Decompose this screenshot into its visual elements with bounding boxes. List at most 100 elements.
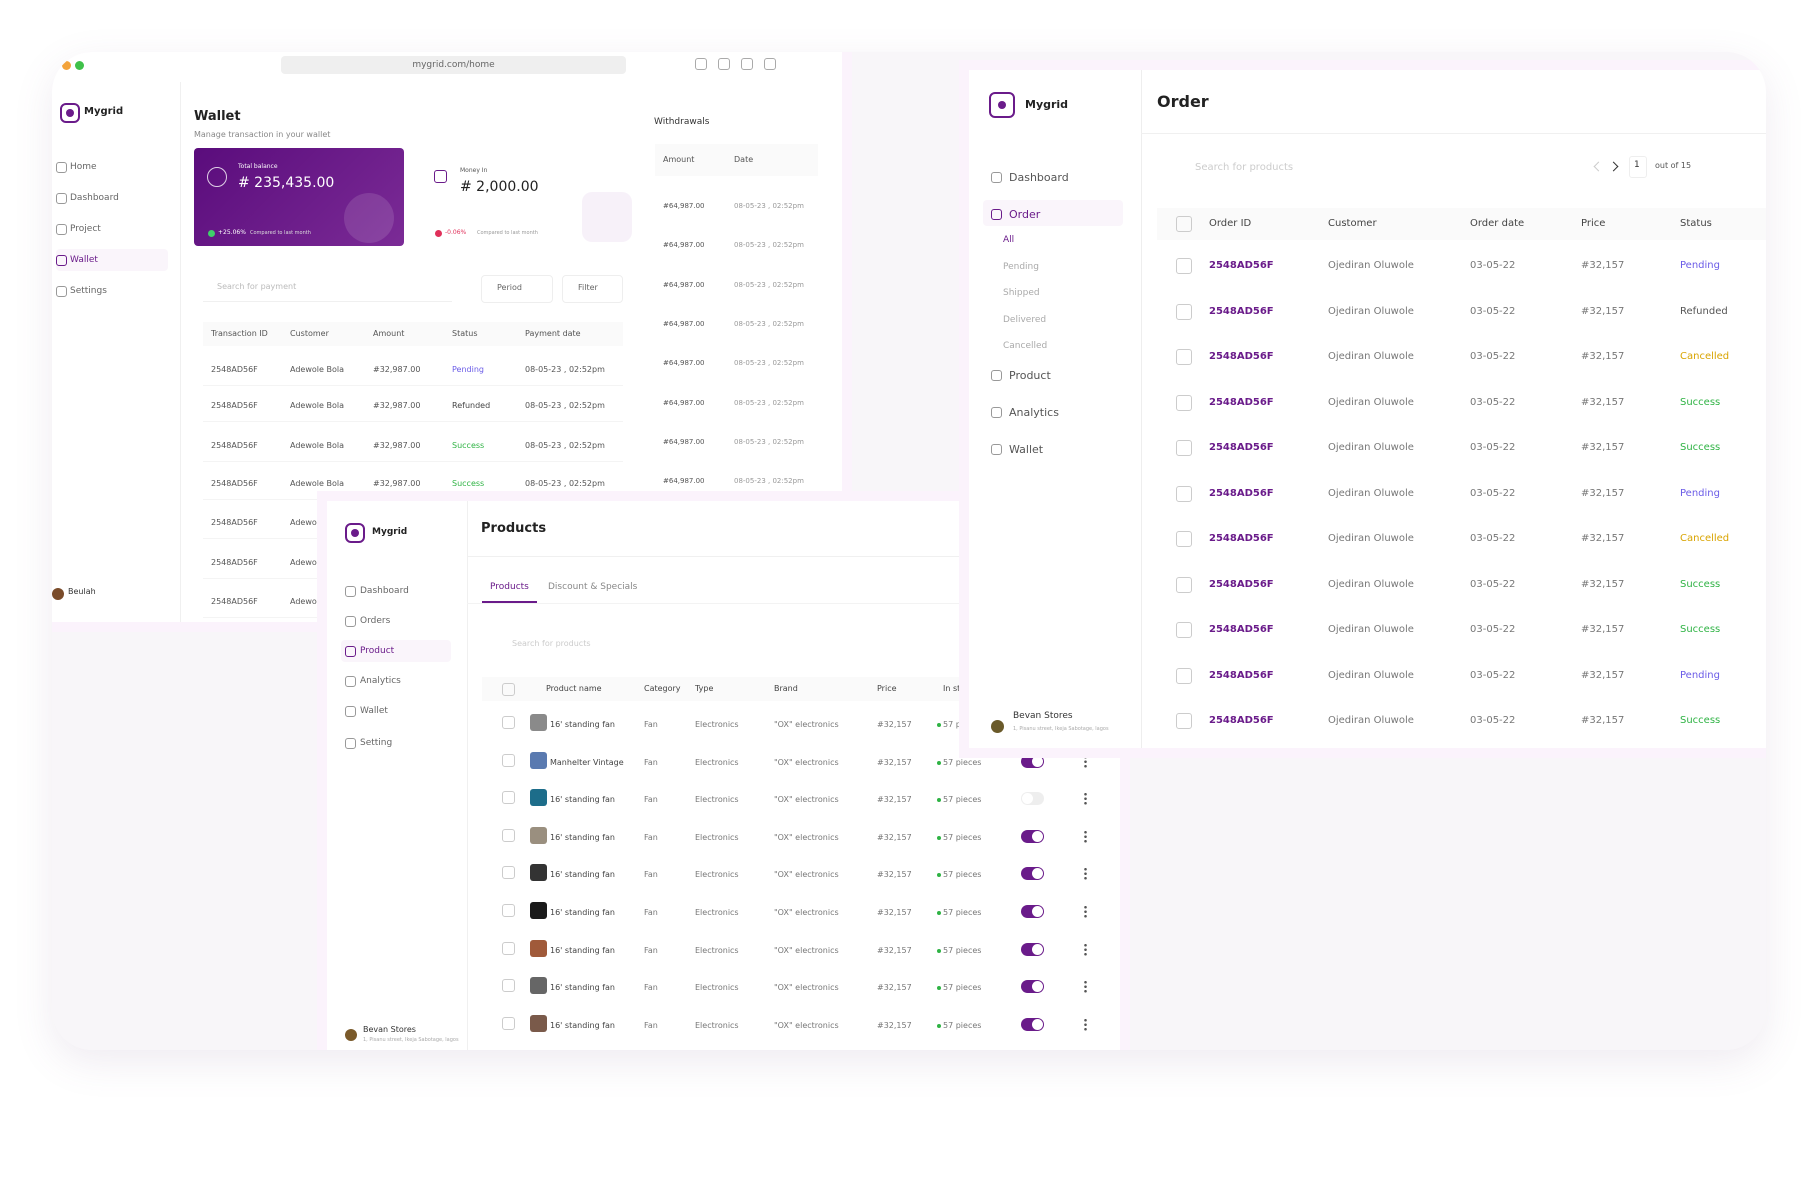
table-cell: 2548AD56F [1209,442,1274,453]
row-menu[interactable] [1084,867,1087,881]
nav-item[interactable]: Wallet [1009,443,1044,456]
table-cell: Cancelled [1680,533,1730,544]
nav-item[interactable]: Order [1009,208,1041,221]
filter-btn[interactable] [562,275,623,303]
checkbox[interactable] [1176,349,1192,365]
row-menu[interactable] [1084,942,1087,956]
table-cell: 03-05-22 [1470,351,1516,362]
table-cell: 2548AD56F [1209,669,1274,681]
nav-item[interactable]: Settings [70,286,107,296]
toggle[interactable] [1021,867,1044,881]
toggle[interactable] [1021,905,1044,918]
checkbox[interactable] [502,866,515,880]
nav-item[interactable]: Dashboard [1009,171,1069,184]
nav-item[interactable]: Product [360,646,395,656]
table-cell: 57 pieces [943,1020,982,1030]
tab[interactable]: Discount & Specials [548,582,638,592]
toggle[interactable] [1021,942,1044,956]
table-header: Customer [290,329,329,338]
checkbox[interactable] [502,1016,515,1030]
checkbox[interactable] [1176,531,1192,547]
nav-active [983,200,1123,226]
checkbox[interactable] [502,716,515,729]
subnav-item[interactable]: All [1003,235,1015,245]
table-cell: 08-05-23 , 02:52pm [525,479,605,488]
nav-item[interactable]: Project [70,224,101,234]
checkbox[interactable] [1176,576,1192,593]
title: Wallet [194,109,241,124]
table-cell: Pending [452,365,484,374]
nav-item[interactable]: Analytics [1009,406,1059,419]
checkbox[interactable] [502,941,515,955]
browser-icon[interactable] [695,58,707,70]
toggle[interactable] [1021,980,1044,994]
checkbox[interactable] [502,683,515,696]
table-cell: Cancelled [1680,351,1730,362]
checkbox[interactable] [502,904,515,917]
table-cell: 2548AD56F [1209,351,1274,362]
subnav-item[interactable]: Cancelled [1003,341,1048,351]
toggle[interactable] [1021,792,1044,806]
row-menu[interactable] [1084,829,1087,843]
nav-item[interactable]: Analytics [360,676,401,686]
checkbox[interactable] [1176,713,1192,729]
table-cell: Ojediran Oluwole [1328,396,1414,408]
checkbox[interactable] [1176,394,1192,411]
withdrawal-cell: #64,987.00 [663,319,705,328]
row-menu[interactable] [1084,754,1087,768]
nav-item[interactable]: Wallet [70,255,98,265]
table-cell: Fan [644,757,658,767]
checkbox[interactable] [1176,258,1192,274]
nav-item[interactable]: Dashboard [360,586,409,596]
table-cell: 03-05-22 [1470,578,1516,590]
nav-item[interactable]: Setting [360,738,393,748]
nav-item[interactable]: Dashboard [70,193,119,203]
table-cell: Ojediran Oluwole [1328,624,1414,635]
tabs-line [467,603,1120,604]
withdrawal-cell: 08-05-23 , 02:52pm [734,398,804,407]
table-cell: 2548AD56F [211,441,258,450]
nav-item[interactable]: Home [70,162,97,172]
pager-prev[interactable] [1593,161,1604,172]
table-cell: Refunded [1680,305,1728,317]
table-cell: "OX" electronics [774,870,839,880]
checkbox[interactable] [1176,303,1192,320]
row-menu[interactable] [1084,792,1087,806]
pager-next[interactable] [1608,161,1619,172]
checkbox[interactable] [502,828,515,842]
checkbox[interactable] [1176,622,1192,638]
checkbox[interactable] [1176,216,1192,232]
search-box[interactable] [203,275,452,302]
period-btn[interactable] [481,275,553,303]
checkbox[interactable] [1176,485,1192,502]
checkbox[interactable] [1176,440,1192,456]
checkbox[interactable] [1176,667,1192,684]
browser-icon[interactable] [718,58,730,70]
checkbox[interactable] [502,979,515,993]
checkbox[interactable] [502,791,515,805]
toggle[interactable] [1021,754,1044,768]
balance-note: Compared to last month [250,230,311,236]
withdrawal-cell: #64,987.00 [663,241,705,250]
browser-icon[interactable] [741,58,753,70]
checkbox[interactable] [502,753,515,767]
subnav-item[interactable]: Pending [1003,261,1039,272]
stock-dot [937,798,941,803]
nav-item[interactable]: Wallet [360,706,388,716]
browser-icon[interactable] [764,58,776,70]
nav-item[interactable]: Product [1009,369,1051,382]
toggle-knob [1032,830,1043,842]
toggle[interactable] [1021,1017,1044,1031]
row-menu[interactable] [1084,1017,1087,1031]
row-menu[interactable] [1084,905,1087,918]
toggle[interactable] [1021,829,1044,843]
header-line [467,556,1120,557]
table-cell: #32,157 [877,908,912,917]
tab[interactable]: Products [490,582,529,592]
row-menu[interactable] [1084,980,1087,994]
nav-item[interactable]: Orders [360,616,391,626]
subnav-item[interactable]: Delivered [1003,314,1047,325]
table-cell: #32,157 [1581,305,1625,317]
toggle-knob [1032,1018,1043,1030]
subnav-item[interactable]: Shipped [1003,288,1040,298]
